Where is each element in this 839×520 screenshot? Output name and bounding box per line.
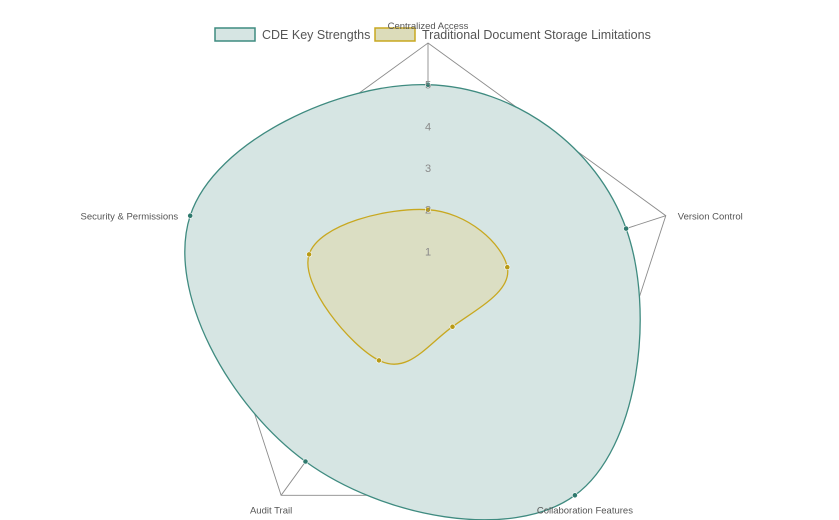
- tick-label-4: 4: [425, 121, 431, 133]
- data-point-traditional-security-permissions[interactable]: [306, 251, 312, 258]
- data-point-cde-audit-trail[interactable]: [302, 458, 309, 465]
- tick-labels: 1 2 3 4 5: [425, 80, 431, 259]
- legend-swatch-cde[interactable]: [214, 27, 256, 42]
- data-point-cde-version-control[interactable]: [623, 225, 629, 232]
- axis-label-security-permissions: Security & Permissions: [81, 212, 179, 223]
- points-layer: [187, 81, 629, 499]
- tick-label-3: 3: [425, 163, 431, 175]
- data-point-cde-centralized-access[interactable]: [425, 81, 431, 88]
- axis-label-collaboration-features: Collaboration Features: [537, 505, 633, 516]
- tick-label-1: 1: [425, 246, 431, 258]
- data-point-traditional-centralized-access[interactable]: [425, 206, 431, 213]
- tick-label-2: 2: [425, 205, 431, 217]
- axis-labels: Centralized Access Version Control Collabo…: [81, 21, 743, 516]
- series-area-traditional: [307, 208, 509, 365]
- data-point-traditional-audit-trail[interactable]: [376, 357, 382, 364]
- series-layer: [184, 84, 641, 520]
- axis-label-audit-trail: Audit Trail: [250, 505, 292, 516]
- tick-label-5: 5: [425, 80, 431, 92]
- legend-label-traditional[interactable]: Traditional Document Storage Limitations: [422, 28, 651, 42]
- data-point-cde-collaboration-features[interactable]: [572, 492, 578, 499]
- legend: CDE Key Strengths Traditional Document S…: [214, 27, 651, 42]
- axis-label-version-control: Version Control: [678, 212, 743, 223]
- data-point-cde-security-permissions[interactable]: [187, 212, 194, 219]
- legend-swatch-traditional[interactable]: [374, 27, 416, 42]
- legend-label-cde[interactable]: CDE Key Strengths: [262, 28, 370, 42]
- axis-label-centralized-access: Centralized Access: [388, 21, 469, 32]
- data-point-traditional-collaboration-features[interactable]: [449, 323, 456, 330]
- data-point-traditional-version-control[interactable]: [504, 264, 511, 271]
